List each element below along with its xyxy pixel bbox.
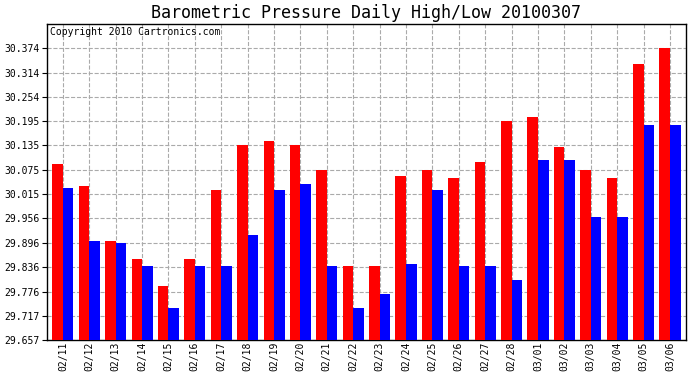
Bar	[184, 260, 195, 340]
Bar	[316, 170, 327, 340]
Bar	[527, 117, 538, 340]
Bar	[485, 266, 496, 340]
Bar	[380, 294, 391, 340]
Bar	[591, 217, 602, 340]
Bar	[158, 286, 168, 340]
Bar	[617, 217, 628, 340]
Bar	[433, 190, 443, 340]
Bar	[607, 178, 617, 340]
Bar	[237, 146, 248, 340]
Bar	[264, 141, 274, 340]
Bar	[168, 308, 179, 340]
Bar	[300, 184, 311, 340]
Bar	[564, 160, 575, 340]
Bar	[142, 266, 152, 340]
Bar	[406, 264, 417, 340]
Bar	[422, 170, 433, 340]
Bar	[633, 64, 644, 340]
Bar	[221, 266, 232, 340]
Bar	[343, 266, 353, 340]
Bar	[79, 186, 89, 340]
Bar	[132, 260, 142, 340]
Bar	[395, 176, 406, 340]
Bar	[353, 308, 364, 340]
Bar	[660, 48, 670, 340]
Bar	[554, 147, 564, 340]
Bar	[116, 243, 126, 340]
Bar	[501, 121, 511, 340]
Bar	[644, 125, 654, 340]
Bar	[538, 160, 549, 340]
Title: Barometric Pressure Daily High/Low 20100307: Barometric Pressure Daily High/Low 20100…	[151, 4, 582, 22]
Bar	[327, 266, 337, 340]
Bar	[511, 280, 522, 340]
Bar	[248, 235, 258, 340]
Bar	[210, 190, 221, 340]
Bar	[89, 241, 100, 340]
Bar	[670, 125, 680, 340]
Bar	[63, 188, 73, 340]
Bar	[195, 266, 206, 340]
Bar	[459, 266, 469, 340]
Bar	[369, 266, 380, 340]
Text: Copyright 2010 Cartronics.com: Copyright 2010 Cartronics.com	[50, 27, 221, 37]
Bar	[448, 178, 459, 340]
Bar	[580, 170, 591, 340]
Bar	[290, 146, 300, 340]
Bar	[475, 162, 485, 340]
Bar	[105, 241, 116, 340]
Bar	[52, 164, 63, 340]
Bar	[274, 190, 284, 340]
